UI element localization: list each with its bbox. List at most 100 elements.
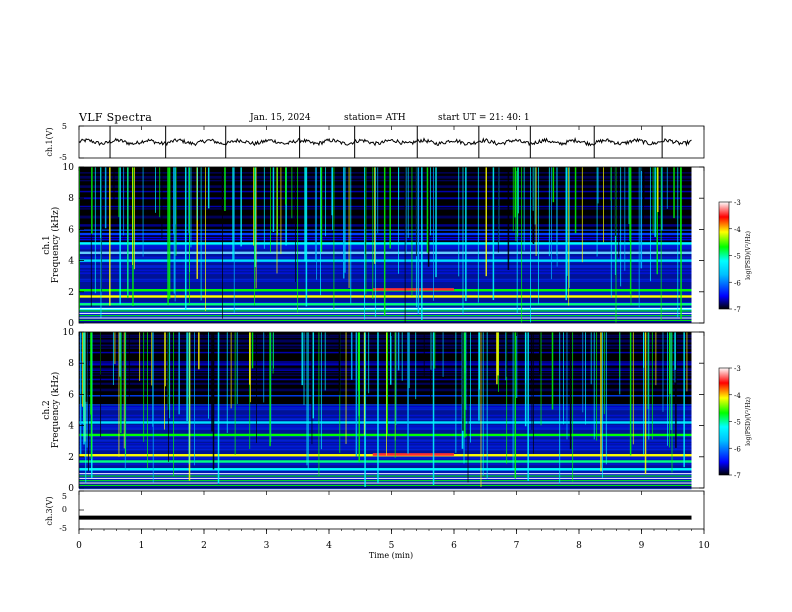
ch3-ytick-top: 5 <box>62 492 67 501</box>
sferic-line <box>648 332 650 440</box>
date-label: Jan. 15, 2024 <box>250 113 311 123</box>
sferic-line <box>256 332 257 444</box>
ch3-ytick-mid: 0 <box>62 505 67 514</box>
sferic-line <box>566 167 568 276</box>
sferic-line <box>432 332 435 485</box>
ch1-spectrogram-axis: 0 2 4 6 8 10 <box>63 163 704 329</box>
sferic-line <box>638 167 640 308</box>
spectrogram-noise-row <box>79 404 692 406</box>
freq-tick-label: 6 <box>68 225 74 235</box>
spectrogram-noise-row <box>79 371 692 374</box>
sferic-line <box>628 167 630 225</box>
sferic-line <box>325 167 326 237</box>
sferic-line <box>311 332 313 445</box>
sferic-line <box>364 332 366 458</box>
sferic-line <box>221 167 224 216</box>
sferic-line <box>643 332 644 455</box>
sferic-line <box>355 332 358 457</box>
sferic-line <box>291 167 293 219</box>
sferic-line <box>208 332 209 419</box>
sferic-line <box>552 167 555 203</box>
sferic-line <box>582 332 584 413</box>
ch3-waveform-frame <box>78 490 705 530</box>
sferic-line <box>512 332 514 469</box>
sferic-line <box>253 167 254 246</box>
sferic-line <box>572 332 574 482</box>
sferic-line <box>79 332 82 454</box>
sferic-line <box>532 167 534 211</box>
sferic-line <box>297 167 299 313</box>
x-tick-label: 6 <box>451 541 457 551</box>
sferic-line <box>263 332 265 403</box>
sferic-line <box>147 332 148 469</box>
colorbar-tick-label: -6 <box>734 279 741 287</box>
sferic-line <box>411 167 413 297</box>
sferic-line <box>114 332 116 365</box>
sferic-line <box>507 167 510 271</box>
sferic-line <box>506 332 508 377</box>
sferic-line <box>662 332 664 412</box>
sferic-line <box>134 167 135 270</box>
spectrogram-noise-row <box>79 363 692 365</box>
sferic-line <box>530 167 531 323</box>
spectrogram-baseline <box>79 482 692 484</box>
sferic-line <box>455 332 457 453</box>
sferic-line <box>120 332 122 434</box>
sferic-line <box>657 167 659 213</box>
sferic-line <box>270 167 271 253</box>
sferic-line <box>644 332 647 475</box>
sferic-line <box>125 332 127 455</box>
sferic-line <box>320 167 323 252</box>
sferic-line <box>498 167 500 244</box>
sferic-line <box>535 167 537 257</box>
sferic-line <box>518 167 519 214</box>
sferic-line <box>377 332 379 483</box>
sferic-line <box>516 167 518 314</box>
sferic-line <box>651 332 653 440</box>
sferic-line <box>164 332 165 430</box>
sferic-line <box>128 332 130 402</box>
ch1-ytick-top: 5 <box>62 122 67 131</box>
start-time-label: start UT = 21: 40: 1 <box>438 113 530 123</box>
sferic-line <box>512 167 514 232</box>
sferic-line <box>316 167 317 280</box>
sferic-line <box>186 332 188 422</box>
spectrogram-noise-row <box>79 389 692 392</box>
sferic-line <box>569 332 572 450</box>
sferic-line <box>188 332 190 465</box>
sferic-line <box>497 332 499 376</box>
ch1-waveform-line <box>78 137 692 147</box>
sferic-line <box>415 167 417 257</box>
sferic-line <box>442 332 444 377</box>
x-axis: 0 1 2 3 4 5 6 7 8 9 10 <box>76 126 710 551</box>
sferic-line <box>364 167 366 320</box>
sferic-line <box>188 167 190 233</box>
sferic-line <box>620 167 622 287</box>
sferic-line <box>430 332 432 370</box>
sferic-line <box>90 332 93 459</box>
spectrogram-baseline <box>79 319 692 321</box>
colorbar-tick-label: -5 <box>734 419 741 427</box>
sferic-line <box>404 167 406 323</box>
sferic-line <box>680 167 682 320</box>
sferic-line <box>671 332 673 473</box>
sferic-line <box>523 167 525 251</box>
sferic-line <box>151 332 153 386</box>
sferic-line <box>184 167 187 310</box>
sferic-line <box>254 167 255 306</box>
ch3-waveform-ticks <box>79 490 84 530</box>
sferic-line <box>123 332 125 449</box>
sferic-line <box>485 167 487 277</box>
sferic-line <box>563 332 564 425</box>
spectrogram-noise-row <box>79 339 692 342</box>
sferic-line <box>240 167 242 247</box>
colorbar-tick-label: -3 <box>734 199 741 207</box>
spectrogram-noise-row <box>79 369 692 371</box>
sferic-line <box>123 167 125 236</box>
sferic-line <box>568 167 570 288</box>
sferic-line <box>516 332 518 399</box>
sferic-line <box>132 167 134 307</box>
spectrogram-noise-row <box>79 388 692 391</box>
sferic-line <box>421 167 423 320</box>
sferic-line <box>305 167 308 307</box>
